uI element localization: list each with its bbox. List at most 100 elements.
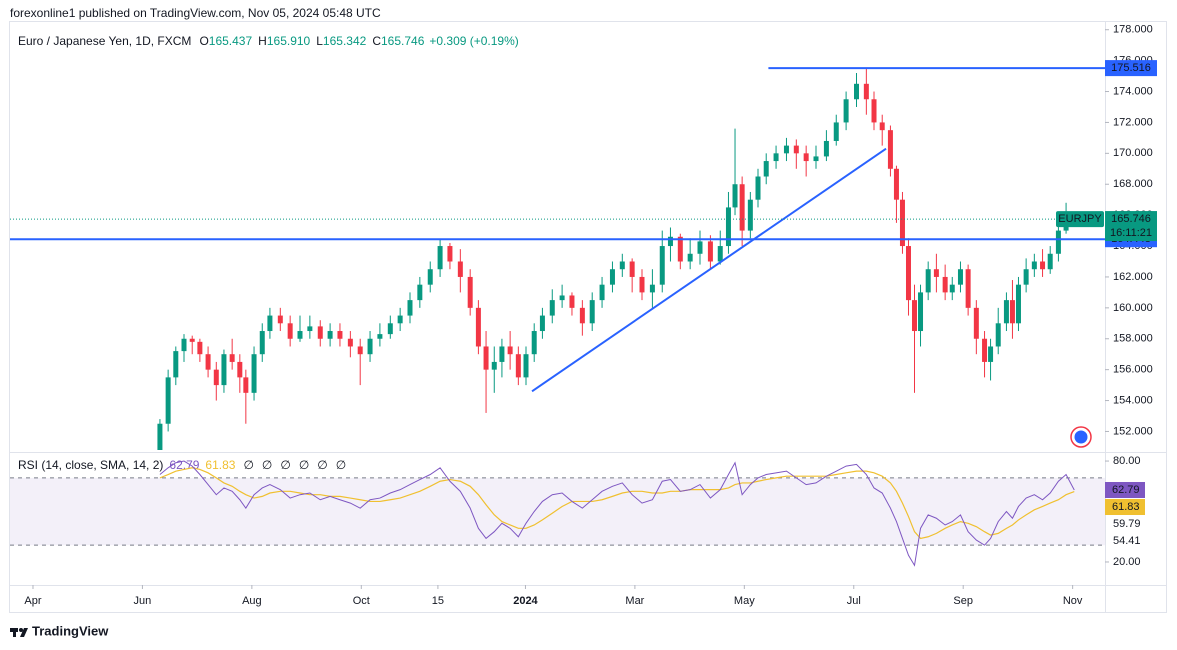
candle-body	[871, 99, 877, 123]
candle-body	[893, 168, 899, 200]
x-tick-label: Sep	[953, 595, 973, 607]
candle-body	[467, 276, 473, 308]
rsi-line	[159, 460, 1075, 567]
candle-body	[755, 176, 761, 200]
logo-mark	[19, 628, 23, 632]
candle-body	[1047, 253, 1053, 270]
rsi-extra-label: 54.41	[1113, 535, 1141, 547]
candle-body	[229, 354, 235, 362]
candle-body	[407, 300, 413, 316]
candle-body	[667, 236, 673, 247]
bar-countdown: 16:11:21	[1110, 227, 1152, 239]
candle-body	[803, 153, 809, 162]
candle-body	[457, 261, 463, 277]
candle-body	[447, 246, 453, 262]
candle-body	[899, 199, 905, 247]
y-tick-label: 156.000	[1113, 364, 1153, 376]
candle-body	[609, 269, 615, 285]
candle-body	[1015, 284, 1021, 324]
published-note: forexonline1 published on TradingView.co…	[10, 6, 381, 20]
y-tick-label: 154.000	[1113, 394, 1153, 406]
candle-body	[317, 326, 323, 339]
y-tick-label: 168.000	[1113, 178, 1153, 190]
rsi-toggle: ∅	[317, 458, 327, 472]
candle-body	[1040, 261, 1046, 270]
candle-body	[933, 269, 939, 277]
ohlc-key: L	[316, 34, 323, 48]
ohlc-value: 165.746	[381, 34, 425, 48]
candle-body	[879, 122, 885, 131]
candle-body	[1003, 300, 1009, 324]
candle-body	[1055, 230, 1061, 254]
x-tick-label: Jun	[134, 595, 152, 607]
candle-body	[437, 246, 443, 270]
ohlc-value: 165.910	[267, 34, 311, 48]
brand-logo: TradingView	[10, 623, 109, 638]
candle-body	[707, 241, 713, 262]
y-tick-label: 162.000	[1113, 271, 1153, 283]
candle-body	[549, 300, 555, 316]
rsi-value: 61.83	[205, 458, 235, 472]
candle-body	[854, 83, 860, 100]
candle-body	[813, 156, 819, 162]
x-tick-label: Jul	[847, 595, 861, 607]
rsi-tick-label: 80.00	[1113, 455, 1141, 467]
candle-body	[687, 253, 693, 262]
price-change: +0.309 (+0.19%)	[429, 34, 518, 48]
candle-body	[157, 423, 163, 450]
rsi-title: RSI (14, close, SMA, 14, 2)	[18, 458, 163, 472]
level-label: 175.516	[1111, 62, 1151, 74]
y-tick-label: 158.000	[1113, 333, 1153, 345]
candle-body	[173, 351, 179, 378]
rsi-toggle: ∅	[299, 458, 309, 472]
candle-body	[732, 184, 738, 208]
rsi-toggle: ∅	[336, 458, 346, 472]
candle-body	[491, 361, 497, 370]
logo-mark	[13, 628, 16, 637]
rsi-value: 62.79	[169, 458, 199, 472]
candle-body	[833, 122, 839, 141]
ohlc-value: 165.437	[209, 34, 253, 48]
candle-body	[925, 269, 931, 293]
candle-body	[397, 315, 403, 324]
rsi-value-box	[1105, 482, 1145, 499]
candle-body	[629, 261, 635, 277]
candle-body	[957, 269, 963, 285]
candle-body	[982, 338, 988, 362]
rsi-pane	[10, 460, 1105, 567]
candle-body	[499, 346, 505, 362]
rsi-value-tag: 61.83	[1112, 501, 1140, 513]
symbol-name: Euro / Japanese Yen, 1D, FXCM	[18, 34, 191, 48]
candle-body	[523, 354, 529, 378]
replay-icon[interactable]	[1070, 426, 1092, 448]
candle-body	[677, 236, 683, 262]
candle-body	[783, 145, 789, 154]
ohlc-value: 165.342	[323, 34, 367, 48]
candle-body	[237, 361, 243, 378]
candle-body	[843, 99, 849, 123]
icon-core[interactable]	[1074, 430, 1088, 444]
candle-body	[259, 331, 265, 355]
candle-body	[995, 323, 1001, 347]
x-tick-label: Nov	[1063, 595, 1083, 607]
y-tick-label: 170.000	[1113, 147, 1153, 159]
rsi-legend: RSI (14, close, SMA, 14, 2) 62.79 61.83 ∅ ∅ ∅…	[18, 458, 346, 472]
candle-body	[507, 346, 513, 355]
x-tick-label: Aug	[242, 595, 262, 607]
candle-body	[619, 261, 625, 270]
candle-body	[377, 334, 383, 339]
candle-body	[559, 295, 565, 301]
candle-body	[965, 269, 971, 308]
candle-body	[539, 315, 545, 332]
candle-body	[569, 295, 575, 308]
candle-body	[589, 300, 595, 324]
rsi-band	[10, 477, 1105, 546]
candle-body	[213, 369, 219, 386]
candle-body	[579, 307, 585, 324]
candle-body	[267, 315, 273, 332]
candle-body	[251, 354, 257, 393]
y-tick-label: 160.000	[1113, 302, 1153, 314]
logo-mark	[20, 628, 28, 637]
